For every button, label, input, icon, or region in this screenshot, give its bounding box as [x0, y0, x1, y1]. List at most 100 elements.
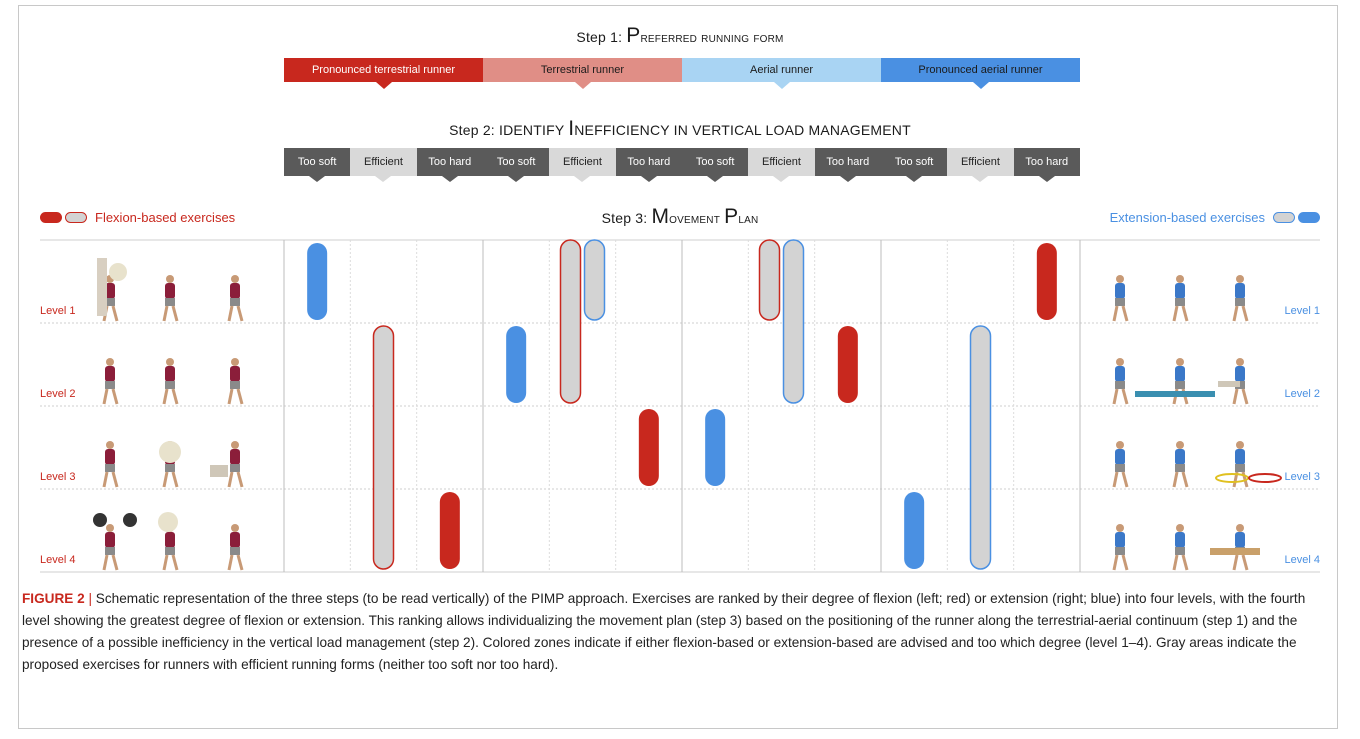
- torso: [105, 366, 115, 382]
- head: [1236, 441, 1244, 449]
- caption-pipe: |: [84, 591, 96, 606]
- inefficiency-label: Efficient: [563, 156, 602, 168]
- extension-solid-marker: [506, 326, 527, 403]
- leg: [236, 305, 244, 322]
- leg: [1172, 471, 1179, 488]
- leg: [171, 471, 179, 488]
- head: [1176, 441, 1184, 449]
- leg: [1112, 471, 1119, 488]
- shorts: [1175, 547, 1185, 555]
- extension-legend: Extension-based exercises: [1110, 210, 1320, 225]
- running-form-label: Aerial runner: [750, 64, 813, 76]
- leg: [162, 471, 169, 488]
- head: [166, 275, 174, 283]
- shorts: [1115, 298, 1125, 306]
- pointer-triangle: [574, 82, 591, 89]
- torso: [230, 449, 240, 465]
- extension-exercise-figure: [1172, 275, 1189, 322]
- inefficiency-label: Too soft: [297, 156, 337, 168]
- step2-rest: NEFFICIENCY IN VERTICAL LOAD MANAGEMENT: [574, 122, 911, 138]
- stool-prop: [1218, 381, 1240, 387]
- inefficiency-cell: Too soft: [284, 148, 351, 182]
- inefficiency-cell: Too soft: [880, 148, 948, 182]
- head: [1176, 524, 1184, 532]
- leg: [1112, 305, 1119, 322]
- flexion-exercise-figure: [162, 358, 179, 405]
- shorts: [230, 381, 240, 389]
- hoop-prop: [1248, 473, 1282, 483]
- level-right-3: Level 3: [1284, 471, 1320, 483]
- extension-solid-swatch: [1298, 212, 1320, 223]
- bench-prop: [1210, 548, 1260, 555]
- leg: [236, 554, 244, 571]
- ball-prop: [158, 512, 178, 532]
- shorts: [165, 464, 175, 472]
- level-right-2: Level 2: [1284, 388, 1320, 400]
- leg: [227, 554, 234, 571]
- step3-rest2: lan: [738, 210, 759, 226]
- inefficiency-label: Efficient: [761, 156, 801, 168]
- torso: [105, 283, 115, 299]
- leg: [111, 305, 119, 322]
- head: [106, 358, 114, 366]
- torso: [1235, 366, 1245, 382]
- pointer-triangle: [375, 176, 392, 182]
- head: [231, 275, 239, 283]
- barbell-plate: [123, 513, 137, 527]
- level-right-1: Level 1: [1284, 305, 1320, 317]
- leg: [1241, 305, 1249, 322]
- pointer-triangle: [508, 176, 525, 182]
- running-form-label: Terrestrial runner: [540, 64, 625, 76]
- running-form-bar: Pronounced terrestrial runner Terrestrial…: [284, 58, 1080, 89]
- leg: [1121, 471, 1129, 488]
- pointer-triangle: [906, 176, 923, 182]
- head: [166, 358, 174, 366]
- torso: [165, 532, 175, 548]
- leg: [1181, 471, 1189, 488]
- pointer-triangle: [839, 176, 856, 182]
- leg: [1232, 305, 1239, 322]
- head: [231, 441, 239, 449]
- torso: [230, 532, 240, 548]
- shorts: [1235, 464, 1245, 472]
- leg: [1121, 305, 1129, 322]
- leg: [171, 554, 179, 571]
- head: [1116, 441, 1124, 449]
- inefficiency-cell: Too hard: [1013, 148, 1080, 182]
- inefficiency-label: Too hard: [627, 156, 671, 168]
- running-form-4: Pronounced aerial runner: [881, 58, 1080, 89]
- ball-prop: [109, 263, 127, 281]
- flexion-exercise-figure: [102, 358, 119, 405]
- shorts: [1115, 547, 1125, 555]
- head: [1116, 275, 1124, 283]
- flexion-solid-swatch: [40, 212, 62, 223]
- flexion-exercise-figure: [227, 524, 244, 571]
- step3-cap2: P: [724, 205, 739, 228]
- inefficiency-label: Too soft: [894, 156, 934, 168]
- shorts: [1115, 381, 1125, 389]
- head: [231, 358, 239, 366]
- mat-prop: [1135, 391, 1215, 397]
- step1-prefix: Step 1:: [576, 29, 627, 45]
- pointer-triangle: [441, 176, 458, 182]
- shorts: [1175, 464, 1185, 472]
- inefficiency-bar: Too soft Efficient Too hard Too soft Efficie…: [284, 148, 1080, 182]
- torso: [1175, 532, 1185, 548]
- flexion-solid-marker: [837, 326, 858, 403]
- step1-rest: referred running form: [640, 29, 784, 45]
- flexion-legend-label: Flexion-based exercises: [95, 210, 236, 225]
- inefficiency-label: Too soft: [496, 156, 536, 168]
- flexion-solid-marker: [638, 409, 659, 486]
- leg: [1172, 305, 1179, 322]
- extension-efficient-marker: [583, 239, 606, 321]
- leg: [1232, 554, 1239, 571]
- leg: [162, 305, 169, 322]
- running-form-label: Pronounced terrestrial runner: [311, 64, 456, 76]
- leg: [227, 471, 234, 488]
- shorts: [1175, 381, 1185, 389]
- pointer-triangle: [972, 82, 989, 89]
- inefficiency-cell: Efficient: [748, 148, 815, 182]
- extension-exercise-figure: [1172, 441, 1189, 488]
- inefficiency-cell: Too hard: [615, 148, 682, 182]
- head: [231, 524, 239, 532]
